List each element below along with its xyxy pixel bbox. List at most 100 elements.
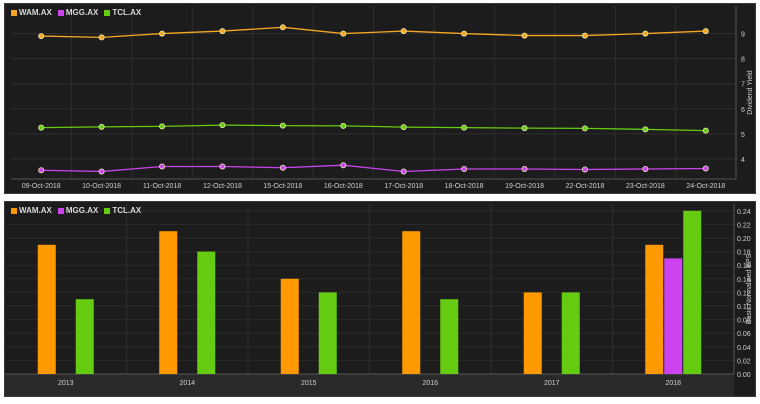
bar-tcl-ax	[683, 210, 702, 374]
x-tick-label: 12-Oct-2018	[203, 183, 242, 190]
legend-swatch	[57, 207, 64, 214]
data-point	[702, 28, 709, 35]
y-tick-label: 5	[741, 132, 745, 139]
series-line-tcl-ax	[41, 124, 706, 132]
y-tick-label: 0.20	[737, 236, 751, 243]
data-point	[38, 124, 45, 131]
y-tick-label: 4	[741, 157, 745, 164]
data-point	[400, 124, 407, 131]
y-tick-label: 0.04	[737, 345, 751, 352]
legend-label: WAM.AX	[19, 8, 52, 17]
data-point	[38, 33, 45, 40]
data-point	[159, 30, 166, 37]
data-point	[642, 30, 649, 37]
x-tick-label: 09-Oct-2018	[22, 183, 61, 190]
series-line-mgg-ax	[41, 164, 706, 173]
grid	[11, 6, 736, 179]
data-point	[98, 168, 105, 175]
x-tick-label: 2014	[179, 380, 195, 387]
data-point	[521, 32, 528, 39]
bar-wam-ax	[523, 292, 542, 374]
data-point	[340, 30, 347, 37]
data-point	[38, 167, 45, 174]
eps-chart: 2013 2014 2015 2016 2017 2018 0.00 0.02 0.04 0.06…	[5, 204, 753, 396]
eps-chart-panel: WAM.AX MGG.AX TCL.AX 2013 2014 2015 2016 2017 2…	[4, 201, 756, 397]
dividend-yield-chart-panel: WAM.AX MGG.AX TCL.AX 09-Oct-2018 10-Oct-201…	[4, 3, 756, 194]
x-tick-label: 2018	[665, 380, 681, 387]
x-tick-label: 23-Oct-2018	[626, 183, 665, 190]
data-point	[521, 125, 528, 132]
y-axis-label: Basic Normalized EPS	[746, 253, 753, 324]
x-tick-label: 11-Oct-2018	[143, 183, 181, 190]
data-point	[219, 122, 226, 129]
x-tick-label: 2016	[422, 380, 438, 387]
bar-tcl-ax	[561, 292, 580, 374]
y-tick-label: 0.06	[737, 331, 751, 338]
legend-item[interactable]: WAM.AX	[11, 8, 52, 17]
series-line-wam-ax	[41, 26, 706, 38]
x-tick-label: 2015	[301, 380, 317, 387]
legend: WAM.AX MGG.AX TCL.AX	[11, 8, 141, 17]
y-tick-label: 7	[741, 82, 745, 89]
data-point	[581, 125, 588, 132]
legend-item[interactable]: MGG.AX	[57, 8, 99, 17]
legend-item[interactable]: WAM.AX	[11, 206, 52, 215]
y-tick-label: 8	[741, 57, 745, 64]
bar-tcl-ax	[75, 299, 94, 374]
bar-wam-ax	[37, 244, 56, 374]
data-point	[702, 165, 709, 172]
bar-tcl-ax	[318, 292, 337, 374]
legend-swatch	[104, 207, 111, 214]
legend-label: WAM.AX	[19, 206, 52, 215]
legend-swatch	[11, 207, 17, 214]
x-tick-label: 17-Oct-2018	[384, 183, 423, 190]
x-tick-label: 19-Oct-2018	[505, 183, 544, 190]
grid	[5, 204, 734, 375]
legend-swatch	[11, 9, 17, 16]
bar-wam-ax	[402, 231, 421, 374]
x-tick-label: 15-Oct-2018	[263, 183, 302, 190]
bar-wam-ax	[280, 278, 299, 374]
y-tick-label: 0.12	[737, 290, 751, 297]
legend: WAM.AX MGG.AX TCL.AX	[11, 206, 141, 215]
bar-wam-ax	[159, 231, 178, 374]
y-tick-label: 9	[741, 32, 745, 39]
x-tick-label: 2017	[544, 380, 560, 387]
legend-item[interactable]: TCL.AX	[104, 8, 141, 17]
x-axis-band	[5, 374, 734, 396]
legend-label: TCL.AX	[112, 8, 142, 17]
data-point	[702, 127, 709, 134]
x-tick-label: 22-Oct-2018	[565, 183, 604, 190]
y-tick-label: 0.02	[737, 358, 751, 365]
data-point	[219, 163, 226, 170]
x-tick-label: 10-Oct-2018	[82, 183, 121, 190]
y-tick-label: 6	[741, 107, 745, 114]
bar-mgg-ax	[664, 258, 683, 374]
y-tick-label: 0.00	[737, 372, 751, 379]
data-point	[159, 123, 166, 130]
y-tick-label: 0.18	[737, 250, 751, 257]
data-point	[98, 34, 105, 41]
x-tick-label: 18-Oct-2018	[445, 183, 484, 190]
legend-label: MGG.AX	[65, 206, 99, 215]
bar-wam-ax	[645, 244, 664, 374]
y-tick-label: 0.14	[737, 277, 751, 284]
data-point	[461, 30, 468, 37]
data-point	[279, 24, 286, 31]
legend-label: MGG.AX	[65, 8, 99, 17]
data-point	[400, 168, 407, 175]
legend-item[interactable]: MGG.AX	[57, 206, 99, 215]
bar-tcl-ax	[197, 251, 216, 374]
y-tick-label: 0.22	[737, 222, 751, 229]
legend-swatch	[104, 9, 111, 16]
data-point	[279, 164, 286, 171]
data-point	[461, 165, 468, 172]
data-point	[340, 122, 347, 129]
data-point	[98, 123, 105, 130]
legend-item[interactable]: TCL.AX	[104, 206, 141, 215]
y-axis-label: Dividend Yield	[747, 70, 754, 114]
data-point	[581, 32, 588, 39]
data-point	[642, 126, 649, 133]
x-tick-label: 24-Oct-2018	[686, 183, 725, 190]
data-point	[159, 163, 166, 170]
